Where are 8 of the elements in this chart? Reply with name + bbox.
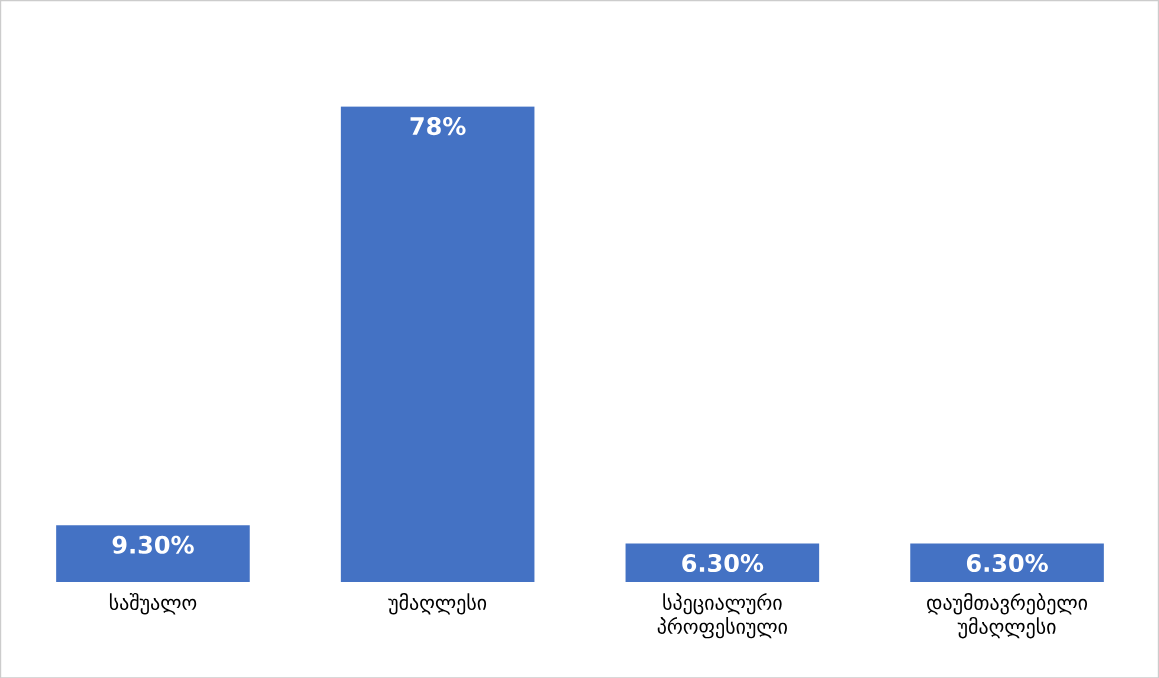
x-tick-label: უმაღლესი [388, 592, 487, 615]
x-tick-label: სპეციალური პროფესიული [657, 592, 787, 639]
x-tick-label: საშუალო [109, 592, 197, 615]
data-label: 6.30% [682, 553, 764, 572]
data-label: 78% [410, 116, 466, 135]
data-label: 9.30% [112, 535, 194, 554]
data-label: 6.30% [966, 553, 1048, 572]
x-tick-label: დაუმთავრებელი უმაღლესი [927, 592, 1088, 639]
